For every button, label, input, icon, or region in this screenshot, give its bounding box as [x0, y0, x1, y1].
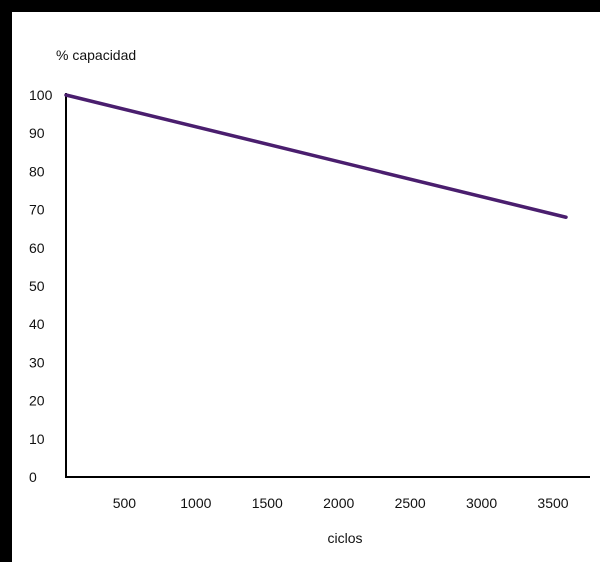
axes: [65, 93, 590, 478]
y-tick-label: 50: [29, 278, 45, 294]
x-ticks: 500 1000 1500 2000 2500 3000 3500: [113, 495, 569, 511]
y-tick-label: 80: [29, 163, 45, 179]
y-tick-label: 0: [29, 469, 37, 485]
series-line: [64, 93, 568, 219]
y-tick-label: 90: [29, 125, 45, 141]
x-tick-label: 2500: [395, 495, 426, 511]
y-tick-label: 40: [29, 316, 45, 332]
x-tick-label: 500: [113, 495, 137, 511]
y-axis-label: % capacidad: [56, 47, 136, 63]
x-axis-label: ciclos: [327, 530, 362, 546]
x-tick-label: 3500: [537, 495, 568, 511]
x-tick-label: 1000: [180, 495, 211, 511]
x-tick-label: 1500: [252, 495, 283, 511]
x-tick-label: 2000: [323, 495, 354, 511]
y-tick-label: 20: [29, 393, 45, 409]
y-ticks: 0 10 20 30 40 50 60 70 80 90 100: [29, 87, 53, 485]
x-tick-label: 3000: [466, 495, 497, 511]
series-group: [64, 93, 568, 219]
y-tick-label: 70: [29, 202, 45, 218]
y-tick-label: 30: [29, 354, 45, 370]
y-tick-label: 10: [29, 431, 45, 447]
y-tick-label: 60: [29, 240, 45, 256]
y-tick-label: 100: [29, 87, 53, 103]
